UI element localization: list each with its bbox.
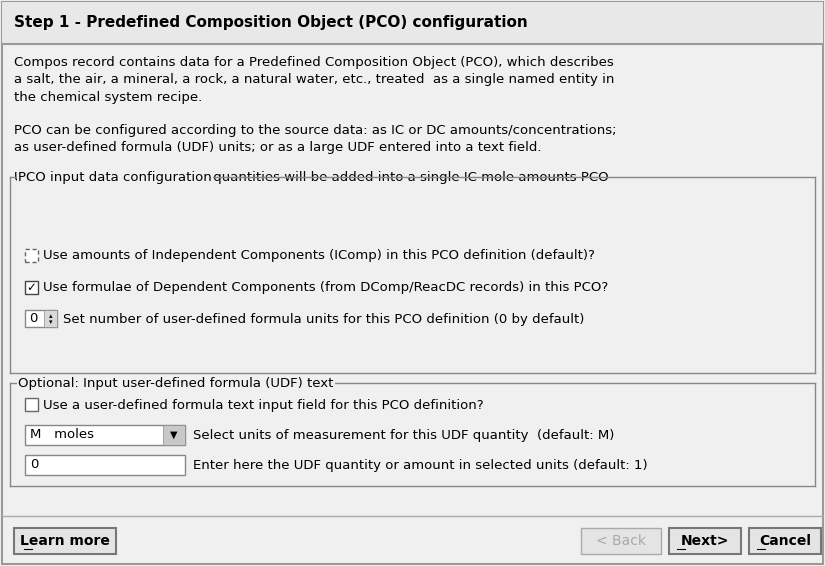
Bar: [25, 398, 38, 411]
Text: ▼: ▼: [170, 430, 177, 440]
Bar: [2, 2, 823, 44]
Bar: [25, 249, 38, 262]
Text: 0: 0: [29, 312, 37, 325]
Text: Optional: Input user-defined formula (UDF) text: Optional: Input user-defined formula (UD…: [18, 376, 333, 389]
Bar: [44, 310, 57, 327]
Text: Cancel: Cancel: [759, 534, 811, 548]
Text: Compos record contains data for a Predefined Composition Object (PCO), which des: Compos record contains data for a Predef…: [14, 56, 615, 104]
Text: 0: 0: [30, 458, 39, 471]
Text: Step 1 - Predefined Composition Object (PCO) configuration: Step 1 - Predefined Composition Object (…: [14, 15, 528, 31]
Text: M   moles: M moles: [30, 428, 94, 441]
Bar: [749, 528, 821, 554]
Text: Use formulae of Dependent Components (from DComp/ReacDC records) in this PCO?: Use formulae of Dependent Components (fr…: [43, 281, 608, 294]
Text: PCO can be configured according to the source data: as IC or DC amounts/concentr: PCO can be configured according to the s…: [14, 124, 616, 155]
Text: Select units of measurement for this UDF quantity  (default: M): Select units of measurement for this UDF…: [193, 428, 615, 441]
Bar: [14, 528, 116, 554]
Text: ✓: ✓: [26, 281, 35, 294]
Bar: [25, 310, 57, 327]
Text: < Back: < Back: [596, 534, 646, 548]
Bar: [581, 528, 661, 554]
Text: Learn more: Learn more: [20, 534, 110, 548]
Text: PCO input data configuration: PCO input data configuration: [18, 170, 212, 183]
Text: Set number of user-defined formula units for this PCO definition (0 by default): Set number of user-defined formula units…: [63, 312, 584, 325]
Bar: [669, 528, 741, 554]
Bar: [25, 281, 38, 294]
Text: Use amounts of Independent Components (IComp) in this PCO definition (default)?: Use amounts of Independent Components (I…: [43, 250, 595, 263]
Text: Enter here the UDF quantity or amount in selected units (default: 1): Enter here the UDF quantity or amount in…: [193, 458, 648, 471]
Bar: [25, 425, 185, 445]
Text: ▴: ▴: [49, 313, 52, 319]
Text: Upon re-calculation, all given quantities will be added into a single IC mole am: Upon re-calculation, all given quantitie…: [14, 171, 609, 184]
Text: Use a user-defined formula text input field for this PCO definition?: Use a user-defined formula text input fi…: [43, 398, 483, 411]
Bar: [25, 455, 185, 475]
Bar: [163, 425, 185, 445]
Text: ▾: ▾: [49, 319, 52, 325]
Text: Next>: Next>: [681, 534, 729, 548]
